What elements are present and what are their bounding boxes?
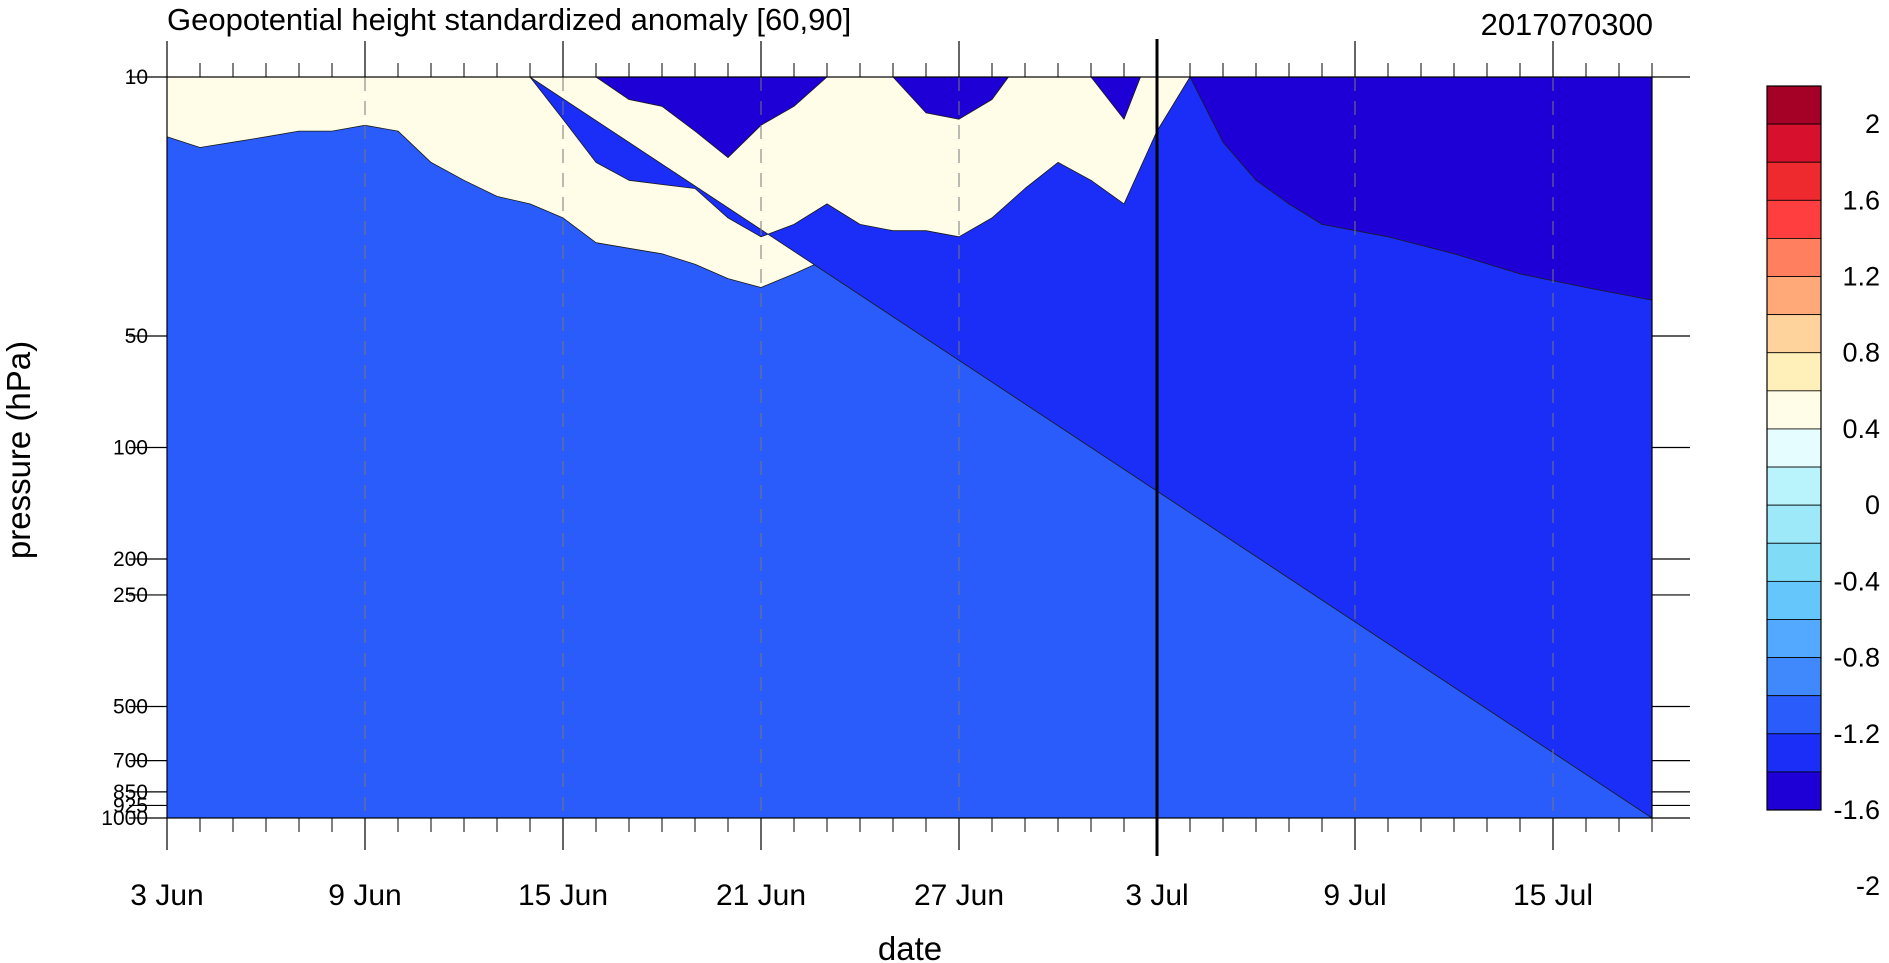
- y-tick-label: 850: [113, 781, 148, 804]
- y-tick-label: 10: [125, 66, 148, 89]
- y-tick-label: 100: [113, 437, 148, 460]
- colorbar-label: 1.2: [1842, 262, 1880, 292]
- colorbar-box: [1766, 238, 1822, 277]
- y-tick-label: 1000: [101, 807, 148, 830]
- y-tick-label: 500: [113, 695, 148, 718]
- colorbar-box: [1766, 657, 1822, 697]
- colorbar-frame: [1766, 85, 1822, 811]
- colorbar-box: [1766, 199, 1822, 239]
- colorbar-box: [1766, 123, 1822, 163]
- colorbar-box: [1766, 580, 1822, 620]
- colorbar-box: [1766, 695, 1822, 735]
- x-tick-label: 27 Jun: [914, 879, 1004, 912]
- colorbar-box: [1766, 161, 1822, 201]
- colorbar-label: -0.8: [1833, 643, 1880, 673]
- colorbar-box: [1766, 542, 1822, 582]
- contour-level-12: [529, 76, 1653, 819]
- colorbar-label: 0.8: [1842, 338, 1880, 368]
- colorbar-box: [1766, 276, 1822, 316]
- contour-level-13: [595, 76, 1653, 301]
- colorbar-label: -1.2: [1833, 719, 1880, 749]
- date-label: 2017070300: [1481, 7, 1653, 42]
- x-axis-label: date: [878, 930, 942, 963]
- colorbar-label: 1.6: [1842, 185, 1880, 215]
- x-tick-label: 3 Jun: [130, 879, 203, 912]
- colorbar-label: -1.6: [1833, 795, 1880, 825]
- x-tick-label: 9 Jul: [1323, 879, 1386, 912]
- colorbar-box: [1766, 314, 1822, 354]
- colorbar-label: -2: [1856, 871, 1880, 901]
- colorbar-box: [1766, 352, 1822, 392]
- colorbar-box: [1766, 85, 1822, 125]
- colorbar-box: [1766, 428, 1822, 468]
- x-tick-label: 9 Jun: [328, 879, 401, 912]
- contour-fill-layer: [166, 76, 1653, 819]
- y-tick-label: 700: [113, 750, 148, 773]
- colorbar-box: [1766, 733, 1822, 773]
- colorbar-label: 0.4: [1842, 414, 1880, 444]
- colorbar-box: [1766, 619, 1822, 658]
- colorbar-box: [1766, 390, 1822, 430]
- colorbar-label: 2: [1865, 109, 1880, 139]
- colorbar-box: [1766, 504, 1822, 544]
- x-tick-label: 15 Jul: [1513, 879, 1593, 912]
- y-axis-label: pressure (hPa): [0, 341, 37, 559]
- y-tick-label: 50: [125, 325, 148, 348]
- y-tick-label: 925: [113, 794, 148, 817]
- date-gridlines: [166, 39, 1554, 856]
- y-tick-label: 250: [113, 584, 148, 607]
- colorbar-box: [1766, 466, 1822, 506]
- colorbar-label: 0: [1865, 490, 1880, 520]
- plot-axes: 3 Jun 9 Jun 15 Jun 21 Jun 27 Jun 3 Jul 9 Jul 15…: [101, 41, 1690, 912]
- colorbar: 2 1.6 1.2 0.8 0.4 0 -0.4 -0.8 -1.2 -1.6 -2: [1766, 85, 1880, 901]
- colorbar-box: [1766, 771, 1822, 811]
- x-tick-label: 15 Jun: [518, 879, 608, 912]
- x-tick-label: 21 Jun: [716, 879, 806, 912]
- y-tick-label: 200: [113, 548, 148, 571]
- x-tick-label: 3 Jul: [1125, 879, 1188, 912]
- colorbar-label: -0.4: [1833, 566, 1880, 596]
- chart-title: Geopotential height standardized anomaly…: [167, 2, 851, 37]
